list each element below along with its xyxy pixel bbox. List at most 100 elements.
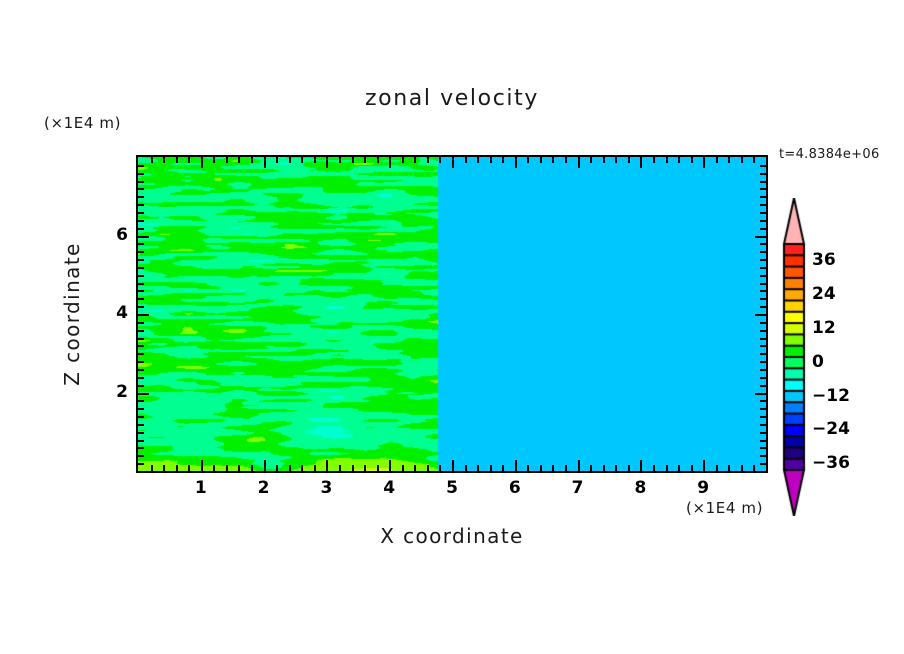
x-axis-minor-tick xyxy=(716,465,718,471)
x-axis-minor-tick xyxy=(653,465,655,471)
x-tick-label: 4 xyxy=(383,478,396,498)
x-tick-label: 3 xyxy=(320,478,333,498)
y-axis-minor-tick xyxy=(138,408,144,410)
x-axis-minor-tick xyxy=(213,157,215,163)
y-axis-minor-tick xyxy=(760,330,766,332)
y-axis-minor-tick xyxy=(760,196,766,198)
y-axis-minor-tick xyxy=(760,361,766,363)
x-axis-minor-tick xyxy=(465,465,467,471)
y-axis-minor-tick xyxy=(760,416,766,418)
x-axis-minor-tick xyxy=(289,465,291,471)
y-axis-major-tick xyxy=(755,314,766,316)
x-axis-major-tick xyxy=(703,460,705,471)
x-axis-minor-tick xyxy=(339,157,341,163)
y-axis-minor-tick xyxy=(138,345,144,347)
y-axis-minor-tick xyxy=(760,408,766,410)
x-axis-minor-tick xyxy=(364,157,366,163)
x-tick-label: 7 xyxy=(571,478,584,498)
y-axis-minor-tick xyxy=(760,220,766,222)
x-axis-major-tick xyxy=(201,460,203,471)
x-axis-minor-tick xyxy=(276,157,278,163)
page-title: zonal velocity xyxy=(365,86,539,111)
x-axis-minor-tick xyxy=(490,157,492,163)
x-axis-minor-tick xyxy=(565,157,567,163)
x-axis-minor-tick xyxy=(226,465,228,471)
x-axis-minor-tick xyxy=(465,157,467,163)
x-axis-minor-tick xyxy=(628,157,630,163)
y-axis-minor-tick xyxy=(138,259,144,261)
y-tick-label: 6 xyxy=(116,224,128,245)
x-axis-minor-tick xyxy=(427,465,429,471)
x-axis-minor-tick xyxy=(213,465,215,471)
y-tick-label: 2 xyxy=(116,381,128,402)
y-axis-minor-tick xyxy=(760,440,766,442)
y-axis-minor-tick xyxy=(138,181,144,183)
x-axis-title: X coordinate xyxy=(380,524,524,548)
y-axis-minor-tick xyxy=(138,330,144,332)
x-axis-minor-tick xyxy=(238,465,240,471)
x-axis-minor-tick xyxy=(502,465,504,471)
x-axis-minor-tick xyxy=(666,157,668,163)
y-axis-minor-tick xyxy=(138,290,144,292)
x-axis-minor-tick xyxy=(414,157,416,163)
x-axis-minor-tick xyxy=(188,157,190,163)
x-axis-minor-tick xyxy=(352,465,354,471)
x-axis-minor-tick xyxy=(427,157,429,163)
x-axis-minor-tick xyxy=(716,157,718,163)
x-axis-major-tick xyxy=(326,157,328,168)
x-axis-minor-tick xyxy=(477,157,479,163)
colorbar xyxy=(782,198,806,516)
y-axis-minor-tick xyxy=(760,283,766,285)
y-axis-minor-tick xyxy=(760,369,766,371)
x-tick-label: 6 xyxy=(508,478,521,498)
x-axis-major-tick xyxy=(452,157,454,168)
y-axis-minor-tick xyxy=(760,212,766,214)
colorbar-tick-label: −12 xyxy=(812,385,850,406)
y-axis-minor-tick xyxy=(760,228,766,230)
x-axis-minor-tick xyxy=(728,465,730,471)
x-axis-major-tick xyxy=(578,157,580,168)
y-axis-minor-tick xyxy=(138,204,144,206)
y-axis-minor-tick xyxy=(138,338,144,340)
y-axis-minor-tick xyxy=(760,432,766,434)
y-axis-minor-tick xyxy=(760,275,766,277)
y-axis-minor-tick xyxy=(138,267,144,269)
x-axis-minor-tick xyxy=(289,157,291,163)
y-axis-minor-tick xyxy=(138,447,144,449)
y-axis-minor-tick xyxy=(138,165,144,167)
y-axis-minor-tick xyxy=(138,424,144,426)
y-axis-minor-tick xyxy=(138,196,144,198)
y-axis-minor-tick xyxy=(138,306,144,308)
colorbar-tick-label: 36 xyxy=(812,249,836,270)
x-axis-minor-tick xyxy=(603,465,605,471)
x-axis-minor-tick xyxy=(314,465,316,471)
y-axis-minor-tick xyxy=(760,385,766,387)
y-axis-minor-tick xyxy=(760,400,766,402)
x-axis-major-tick xyxy=(326,460,328,471)
y-axis-minor-tick xyxy=(138,361,144,363)
y-axis-minor-tick xyxy=(760,173,766,175)
x-axis-minor-tick xyxy=(163,465,165,471)
y-axis-major-tick xyxy=(755,236,766,238)
y-axis-minor-tick xyxy=(760,243,766,245)
y-axis-minor-tick xyxy=(760,306,766,308)
y-axis-minor-tick xyxy=(138,400,144,402)
x-axis-minor-tick xyxy=(502,157,504,163)
x-axis-minor-tick xyxy=(741,465,743,471)
y-axis-minor-tick xyxy=(760,322,766,324)
x-axis-minor-tick xyxy=(552,465,554,471)
x-axis-minor-tick xyxy=(439,465,441,471)
x-axis-minor-tick xyxy=(678,465,680,471)
x-axis-minor-tick xyxy=(540,465,542,471)
colorbar-tick-label: −36 xyxy=(812,453,850,474)
x-tick-label: 5 xyxy=(446,478,458,498)
y-axis-minor-tick xyxy=(138,188,144,190)
x-tick-label: 9 xyxy=(697,478,710,498)
y-axis-minor-tick xyxy=(760,204,766,206)
x-axis-minor-tick xyxy=(666,465,668,471)
y-axis-minor-tick xyxy=(760,251,766,253)
x-axis-minor-tick xyxy=(402,157,404,163)
x-axis-minor-tick xyxy=(527,157,529,163)
x-axis-minor-tick xyxy=(276,465,278,471)
y-axis-minor-tick xyxy=(760,181,766,183)
